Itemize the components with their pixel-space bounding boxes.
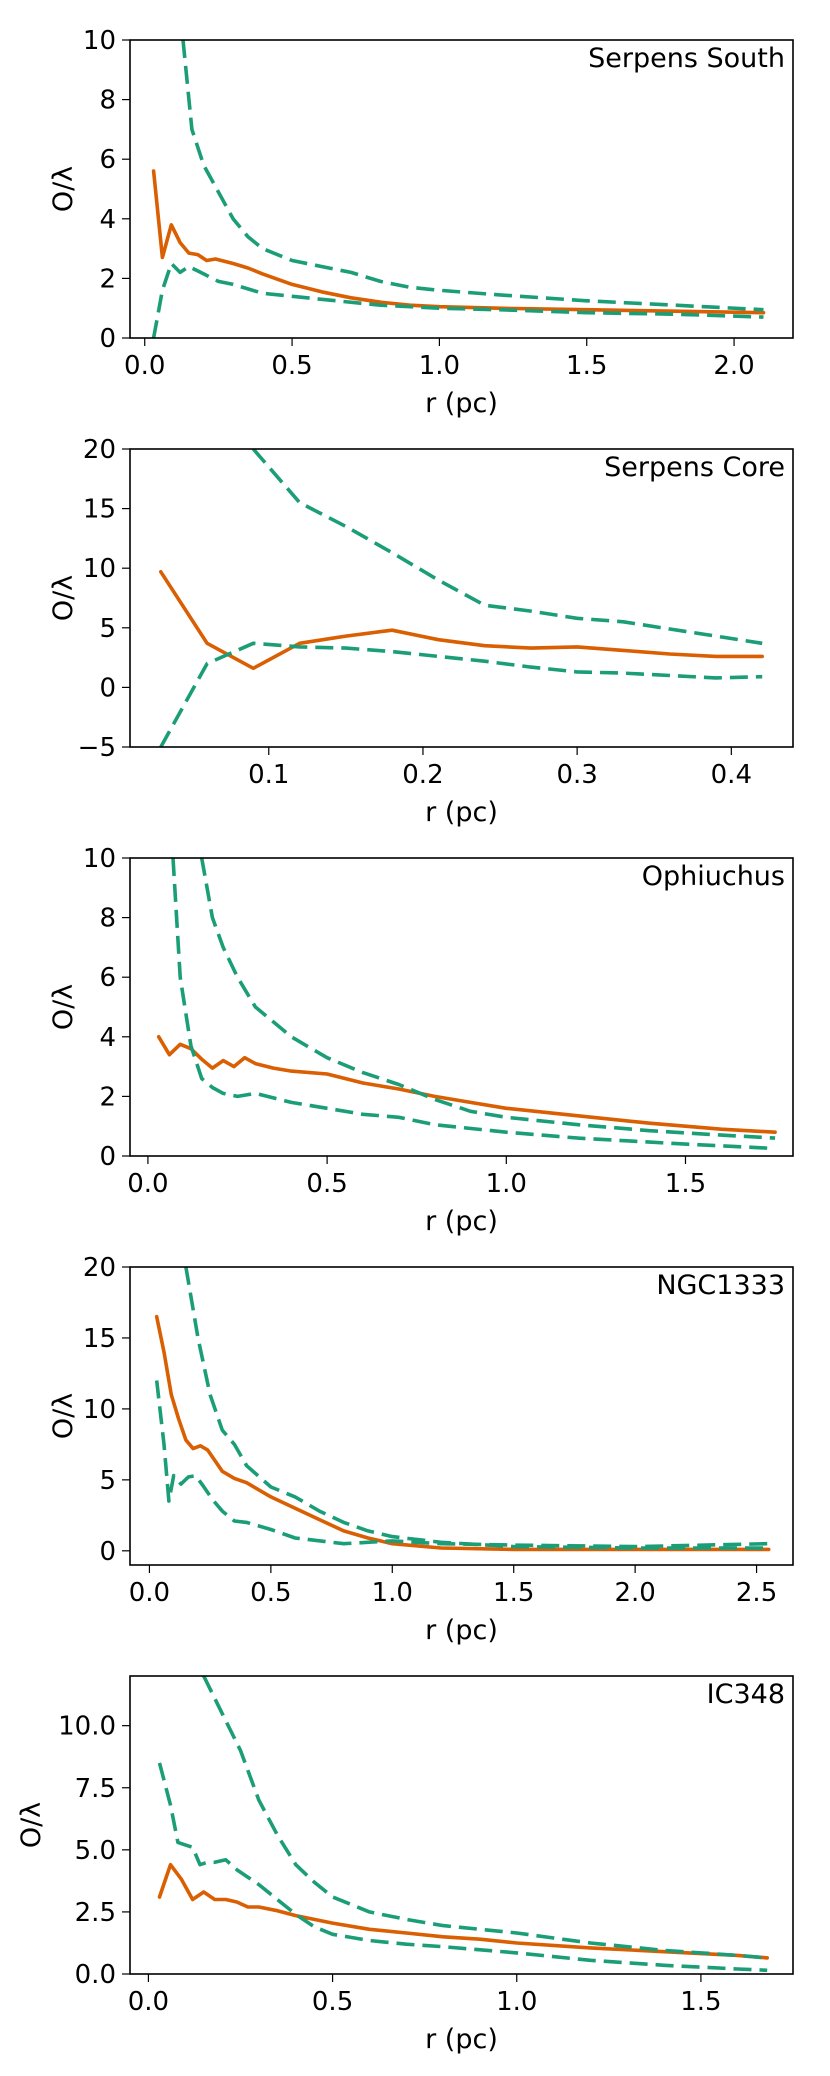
y-tick-label: 7.5 bbox=[75, 1774, 116, 1804]
x-tick-label: 0.5 bbox=[271, 351, 312, 381]
y-axis-label: O/λ bbox=[48, 984, 79, 1030]
x-tick-label: 0.0 bbox=[124, 351, 165, 381]
series-line-upper bbox=[181, 40, 764, 312]
y-tick-label: 8 bbox=[99, 86, 116, 116]
y-tick-label: 6 bbox=[99, 963, 116, 993]
y-axis-label: O/λ bbox=[16, 1802, 47, 1848]
series-line-upper bbox=[199, 858, 776, 1140]
y-tick-label: −5 bbox=[78, 733, 116, 763]
y-tick-label: 5 bbox=[99, 1466, 116, 1496]
x-axis-label: r (pc) bbox=[425, 797, 498, 828]
y-tick-label: 4 bbox=[99, 205, 116, 235]
panel-0: 0.0 0.5 1.0 1.5 2.0 0 2 4 6 8 10 r (pc) O/λ Serpens S… bbox=[48, 26, 794, 419]
x-tick-label: 1.0 bbox=[496, 1987, 537, 2017]
x-tick-label: 0.0 bbox=[128, 1987, 169, 2017]
x-tick-label: 2.0 bbox=[713, 351, 754, 381]
panel-title: Serpens South bbox=[588, 43, 785, 74]
panel-2: 0.0 0.5 1.0 1.5 0 2 4 6 8 10 r (pc) O/λ Ophiuchus bbox=[48, 844, 794, 1237]
series-line-median bbox=[159, 569, 765, 671]
panel-title: NGC1333 bbox=[656, 1270, 785, 1301]
y-tick-label: 4 bbox=[99, 1023, 116, 1053]
series-line-lower bbox=[159, 641, 763, 747]
plot-frame bbox=[129, 1675, 794, 1975]
series-group bbox=[159, 449, 765, 747]
x-tick-label: 0.5 bbox=[312, 1987, 353, 2017]
series-group bbox=[154, 1267, 771, 1552]
y-tick-label: 15 bbox=[83, 495, 116, 525]
y-tick-label: 2.5 bbox=[75, 1898, 116, 1928]
y-axis-label: O/λ bbox=[48, 575, 79, 621]
y-tick-label: 20 bbox=[83, 435, 116, 465]
y-tick-label: 10.0 bbox=[58, 1712, 116, 1742]
y-tick-label: 0 bbox=[99, 324, 116, 354]
x-tick-label: 0.5 bbox=[306, 1169, 347, 1199]
y-tick-label: 5.0 bbox=[75, 1836, 116, 1866]
series-group bbox=[156, 858, 777, 1151]
series-line-lower bbox=[151, 261, 764, 338]
y-tick-label: 5 bbox=[99, 614, 116, 644]
panel-1: 0.1 0.2 0.3 0.4 −5 0 5 10 15 20 r (pc) O/λ Serpens C… bbox=[48, 435, 794, 828]
series-line-lower-inner bbox=[171, 858, 776, 1151]
panel-title: Ophiuchus bbox=[642, 861, 785, 892]
x-tick-label: 0.0 bbox=[129, 1578, 170, 1608]
x-tick-label: 1.0 bbox=[419, 351, 460, 381]
x-tick-label: 0.0 bbox=[127, 1169, 168, 1199]
y-tick-label: 0 bbox=[99, 673, 116, 703]
y-tick-label: 0 bbox=[99, 1537, 116, 1567]
series-line-lower bbox=[154, 1380, 769, 1549]
x-axis-label: r (pc) bbox=[425, 1206, 498, 1237]
y-axis-label: O/λ bbox=[48, 1393, 79, 1439]
x-axis-label: r (pc) bbox=[425, 1615, 498, 1646]
y-tick-label: 0.0 bbox=[75, 1960, 116, 1990]
series-line-upper bbox=[184, 1267, 769, 1550]
y-tick-label: 10 bbox=[83, 1395, 116, 1425]
y-tick-label: 10 bbox=[83, 26, 116, 56]
x-tick-label: 0.1 bbox=[248, 760, 289, 790]
y-tick-label: 10 bbox=[83, 844, 116, 874]
x-tick-label: 0.2 bbox=[402, 760, 443, 790]
series-line-median bbox=[157, 1862, 770, 1960]
y-tick-label: 2 bbox=[99, 1082, 116, 1112]
x-tick-label: 1.5 bbox=[665, 1169, 706, 1199]
series-line-median bbox=[154, 1314, 771, 1552]
x-tick-label: 0.5 bbox=[250, 1578, 291, 1608]
panel-title: IC348 bbox=[707, 1679, 785, 1710]
x-tick-label: 0.4 bbox=[711, 760, 752, 790]
y-tick-label: 15 bbox=[83, 1324, 116, 1354]
plot-frame bbox=[129, 39, 794, 339]
x-axis-label: r (pc) bbox=[425, 2024, 498, 2055]
y-tick-label: 8 bbox=[99, 904, 116, 934]
y-tick-label: 0 bbox=[99, 1142, 116, 1172]
x-tick-label: 1.0 bbox=[372, 1578, 413, 1608]
panel-4: 0.0 0.5 1.0 1.5 0.0 2.5 5.0 7.5 10.0 r (pc) O/λ IC3… bbox=[16, 1675, 794, 2055]
panel-3: 0.0 0.5 1.0 1.5 2.0 2.5 0 5 10 15 20 r (pc) O/λ NGC13… bbox=[48, 1253, 794, 1646]
series-group bbox=[151, 40, 766, 338]
y-tick-label: 20 bbox=[83, 1253, 116, 1283]
panel-title: Serpens Core bbox=[604, 452, 785, 483]
plot-frame bbox=[129, 1266, 794, 1566]
y-axis-label: O/λ bbox=[48, 166, 79, 212]
series-line-lower bbox=[157, 1762, 768, 1973]
x-tick-label: 1.5 bbox=[566, 351, 607, 381]
series-group bbox=[157, 1676, 770, 1973]
x-tick-label: 1.0 bbox=[486, 1169, 527, 1199]
x-tick-label: 2.5 bbox=[736, 1578, 777, 1608]
x-tick-label: 0.3 bbox=[556, 760, 597, 790]
series-line-median bbox=[156, 1035, 777, 1134]
x-tick-label: 2.0 bbox=[614, 1578, 655, 1608]
x-axis-label: r (pc) bbox=[425, 388, 498, 419]
series-line-upper bbox=[202, 1676, 768, 1960]
y-tick-label: 10 bbox=[83, 554, 116, 584]
x-tick-label: 1.5 bbox=[493, 1578, 534, 1608]
plot-frame bbox=[129, 448, 794, 748]
plot-frame bbox=[129, 857, 794, 1157]
series-line-upper bbox=[251, 449, 763, 646]
y-tick-label: 6 bbox=[99, 145, 116, 175]
y-tick-label: 2 bbox=[99, 264, 116, 294]
x-tick-label: 1.5 bbox=[680, 1987, 721, 2017]
